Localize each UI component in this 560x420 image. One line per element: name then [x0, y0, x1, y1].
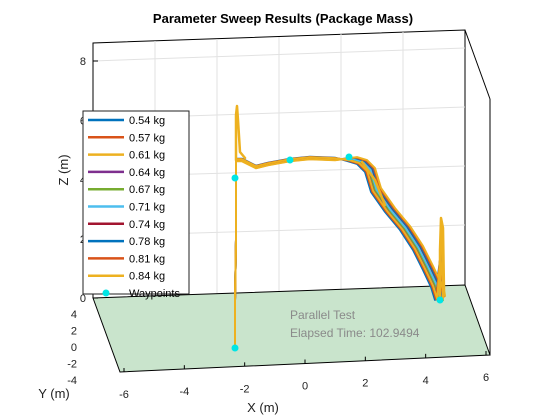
trajectories: [234, 104, 446, 349]
y-tick-label-2: 0: [71, 342, 77, 354]
back-vertical-right: [464, 29, 491, 100]
annotation-elapsed-time: Elapsed Time: 102.9494: [290, 326, 420, 340]
z-tick-label-0: 0: [80, 293, 86, 305]
z-tick-label-4: 8: [80, 56, 86, 68]
z-axis-label: Z (m): [56, 154, 71, 185]
legend-label-8: 0.81 kg: [129, 253, 165, 265]
waypoint-0: [231, 344, 239, 352]
y-tick-label-1: -2: [67, 359, 77, 371]
waypoint-1: [231, 174, 239, 182]
y-tick-label-0: -4: [67, 375, 77, 387]
waypoint-4: [436, 296, 444, 304]
legend-label-5: 0.71 kg: [129, 202, 165, 214]
x-axis-label: X (m): [247, 400, 279, 415]
y-tick-label-4: 4: [71, 309, 77, 321]
legend: 0.54 kg 0.57 kg 0.61 kg 0.64 kg 0.67 kg 0.71 …: [82, 110, 190, 300]
legend-box: [82, 110, 190, 295]
legend-label-1: 0.57 kg: [129, 132, 165, 144]
x-tick-label-3: 0: [302, 381, 308, 393]
waypoints: [231, 153, 444, 352]
legend-label-4: 0.67 kg: [129, 184, 165, 196]
x-tick-label-0: -6: [119, 389, 129, 401]
trajectory-spike-end: [438, 216, 446, 300]
chart-title: Parameter Sweep Results (Package Mass): [153, 11, 413, 26]
waypoint-3: [345, 153, 353, 161]
legend-label-waypoints: Waypoints: [129, 288, 180, 300]
ground-plane: [92, 284, 491, 373]
x-tick-label-5: 4: [423, 375, 429, 387]
x-tick-label-4: 2: [362, 378, 368, 390]
x-tick-label-1: -4: [179, 386, 189, 398]
legend-label-9: 0.84 kg: [129, 271, 165, 283]
y-tick-label-3: 2: [71, 326, 77, 338]
legend-label-7: 0.78 kg: [129, 236, 165, 248]
legend-items: 0.54 kg 0.57 kg 0.61 kg 0.64 kg 0.67 kg 0.71 …: [88, 115, 180, 300]
trajectory-branch-yellow: [360, 160, 387, 207]
legend-label-3: 0.64 kg: [129, 167, 165, 179]
legend-swatch-waypoints: [102, 289, 110, 297]
y-axis-label: Y (m): [38, 386, 70, 401]
x-tick-label-2: -2: [240, 383, 250, 395]
legend-label-2: 0.61 kg: [129, 150, 165, 162]
trajectory-spike-start: [234, 104, 247, 162]
annotation-parallel-test: Parallel Test: [290, 308, 356, 322]
x-tick-label-6: 6: [483, 372, 489, 384]
legend-label-6: 0.74 kg: [129, 219, 165, 231]
waypoint-2: [286, 156, 294, 164]
legend-label-0: 0.54 kg: [129, 115, 165, 127]
